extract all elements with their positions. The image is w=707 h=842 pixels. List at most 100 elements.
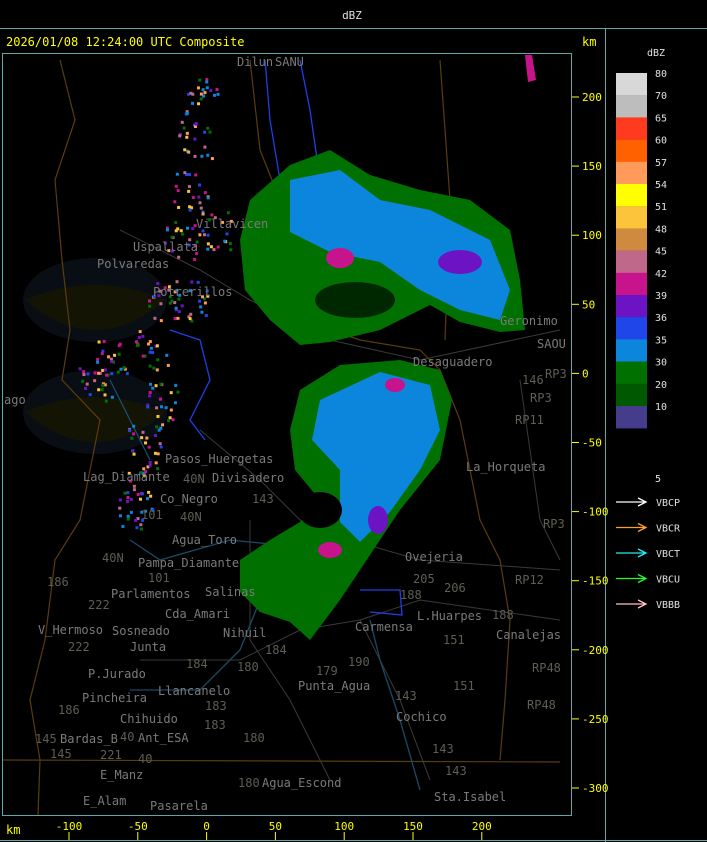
place-label: Carmensa [355,620,413,634]
echo-speckle [156,452,160,456]
rivers [109,379,421,791]
echo-speckle [138,330,142,334]
echo-north-core [438,250,482,274]
radar-legend-item: VBCU [616,573,680,586]
place-label: Ovejeria [405,550,463,564]
echo-speckle [201,210,205,214]
echo-speckle [137,335,141,339]
map-area[interactable]: Dilun SANU Villavicen Uspallata Polvaredas Po… [0,53,572,816]
echo-speckle [187,150,191,154]
echo-speckle [171,418,175,422]
place-label: Desaguadero [413,355,492,369]
echo-speckle [126,495,130,499]
arrow-icon [616,522,648,533]
echo-speckle [101,349,105,353]
echo-speckle [136,517,140,521]
legend-color-swatch [616,272,647,296]
echo-south-gap [298,492,342,528]
echo-speckle [175,172,179,176]
echo-speckle [132,484,136,488]
echo-speckle [148,391,152,395]
place-label: Punta_Agua [298,679,370,693]
echo-speckle [144,441,148,445]
echo-speckle [174,383,178,387]
x-tick-label: 100 [334,820,354,833]
echo-speckle [151,351,155,355]
echo-speckle [223,239,227,243]
route-number-label: 40 [120,730,134,744]
echo-speckle [185,112,189,116]
echo-speckle [177,255,181,259]
route-number-label: 188 [400,588,422,602]
route-number-label: RP12 [515,573,544,587]
x-tick-label: -50 [128,820,148,833]
y-tick-label: -250 [582,713,609,726]
echo-speckle [196,280,200,284]
echo-speckle [177,310,181,314]
place-label: Sosneado [112,624,170,638]
legend-color-swatch [616,361,647,384]
y-tick-label: -200 [582,644,609,657]
route-number-label: 188 [492,608,514,622]
echo-speckle [149,494,153,498]
echo-speckle [193,154,197,158]
legend-level-label: 65 [655,113,667,124]
place-label: Salinas [205,585,256,599]
echo-speckle [215,87,219,91]
echo-speckle [128,479,132,483]
echo-speckle [188,238,192,242]
place-label: Parlamentos [111,587,190,601]
echo-speckle [104,399,108,403]
echo-speckle [170,249,174,253]
echo-speckle [198,78,202,82]
echo-speckle [119,367,123,371]
echo-speckle [93,379,97,383]
echo-speckle [174,306,178,310]
route-number-label: 151 [453,679,475,693]
echo-speckle [176,316,180,320]
echo-speckle [173,301,177,305]
echo-speckle [146,497,150,501]
place-label: Co_Negro [160,492,218,506]
echo-speckle [161,423,165,427]
route-number-label: 143 [252,492,274,506]
route-number-label: 183 [205,699,227,713]
echo-speckle [141,334,145,338]
place-label: Cda_Amari [165,607,230,621]
legend-color-swatch [616,73,647,96]
y-tick-label: 150 [582,160,602,173]
echo-speckle [168,301,172,305]
route-number-label: 143 [395,689,417,703]
echo-speckle [118,514,122,518]
echo-speckle [163,286,167,290]
echo-speckle [135,526,139,530]
legend-level-label: 5 [655,474,661,485]
echo-speckle [177,297,181,301]
place-label: Villavicen [196,217,268,231]
echo-speckle [132,488,136,492]
arrow-icon [616,599,648,609]
route-number-label: 143 [445,764,467,778]
echo-speckle [139,527,143,531]
echo-speckle [136,492,140,496]
echo-speckle [206,233,210,237]
echo-speckle [187,173,191,177]
echo-speckle [139,523,143,527]
y-tick-label: -150 [582,575,609,588]
echo-speckle [110,395,114,399]
echo-speckle [148,463,152,467]
route-number-label: 222 [68,640,90,654]
radar-name: VBCR [656,524,681,535]
echo-north-core [326,248,354,268]
echo-speckle [165,228,169,232]
echo-speckle [167,249,171,253]
echo-speckle [206,153,210,157]
echo-speckle [144,509,148,513]
echo-speckle [198,183,202,187]
echo-speckle [155,406,159,410]
echo-speckle [88,393,92,397]
y-axis: 200 150 100 50 0 -50 -100 -150 -200 -250 -300 [572,91,609,795]
echo-speckle [188,317,192,321]
echo-speckle [173,316,177,320]
echo-speckle [96,357,100,361]
